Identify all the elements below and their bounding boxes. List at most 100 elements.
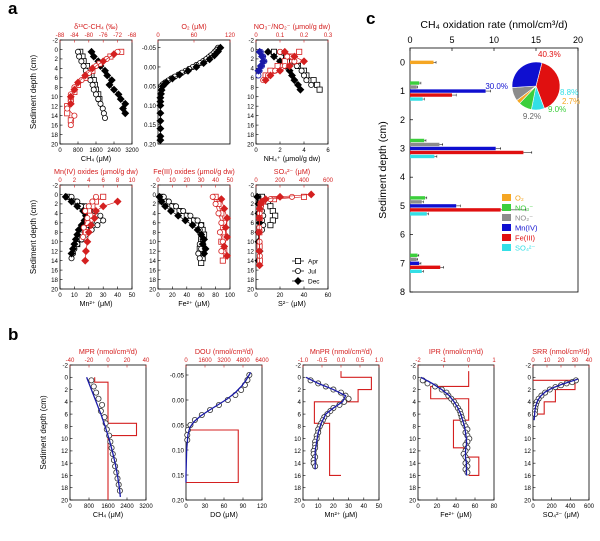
bar-series-3 [410, 89, 501, 265]
data-point [254, 66, 263, 75]
series-dec-black [264, 47, 305, 94]
top-tick-label: 30 [572, 358, 579, 364]
data-point [184, 66, 192, 75]
series-dec-blue [254, 47, 268, 75]
top-tick-label: 10 [129, 178, 136, 184]
top-tick-label: 0.0 [337, 358, 346, 364]
bar [410, 261, 420, 265]
legend-marker [294, 257, 301, 264]
y-tick-label: 16 [61, 473, 68, 480]
data-point [84, 215, 91, 222]
plot-frame [157, 39, 231, 145]
data-point [274, 63, 281, 70]
bottom-axis-title: Mn²⁺ (μM) [79, 299, 112, 308]
data-point [99, 57, 108, 66]
top-axis-title: MnPR (nmol/cm³/d) [310, 347, 372, 356]
y-tick-label: 16 [247, 267, 254, 274]
data-point [199, 59, 208, 68]
top-tick-label: 20 [558, 358, 565, 364]
bottom-tick-label: 80 [491, 504, 498, 510]
bar-series-1 [410, 81, 428, 257]
y-tick-label: -2 [52, 37, 58, 44]
bar [410, 142, 440, 147]
data-point [156, 109, 165, 118]
y-tick-label: 10 [409, 436, 416, 443]
data-point [255, 247, 264, 256]
plot-frame [185, 364, 263, 501]
top-tick-label: 400 [299, 178, 310, 184]
data-point [80, 224, 87, 231]
pie-label: 40.3% [538, 50, 561, 59]
legend-label: NO₃⁻ [515, 204, 533, 213]
model-curve [420, 376, 468, 476]
data-point [80, 63, 87, 70]
bottom-tick-label: 0 [254, 293, 258, 299]
data-point [298, 67, 305, 74]
legend-label-apr: Apr [308, 259, 319, 266]
top-tick-label: 20 [124, 358, 131, 364]
data-point [193, 225, 202, 234]
top-tick-label: 8 [116, 178, 120, 184]
data-point [307, 190, 316, 199]
data-point [300, 193, 307, 200]
series-dec-black [61, 192, 90, 258]
top-tick-label: 60 [191, 33, 198, 39]
pie-label: 2.7% [562, 97, 580, 106]
top-tick-label: 4800 [236, 358, 250, 364]
data-point [100, 217, 107, 224]
y-tick-label: 0 [400, 57, 405, 67]
top-tick-label: 4 [87, 178, 91, 184]
y-tick-label: 2 [251, 56, 255, 63]
bar [410, 196, 426, 200]
top-tick-label: 1600 [198, 358, 212, 364]
y-tick-label: 0 [251, 47, 255, 54]
data-point [71, 112, 78, 119]
data-point [197, 230, 206, 239]
bottom-tick-label: 3200 [139, 504, 153, 510]
y-tick-label: 8 [153, 230, 157, 237]
bottom-tick-label: 0 [531, 504, 535, 510]
y-tick-label: 2 [413, 387, 417, 394]
pie-slice [511, 61, 543, 88]
top-tick-label: -72 [113, 33, 122, 39]
y-tick-label: 16 [149, 267, 156, 274]
bottom-tick-label: 100 [225, 293, 236, 299]
measured-point [88, 377, 95, 384]
bar [410, 93, 452, 97]
rate-steps [430, 371, 480, 477]
bar [410, 81, 420, 85]
bar [410, 265, 441, 269]
bottom-tick-label: 90 [240, 504, 247, 510]
data-point [175, 70, 184, 79]
y-tick-label: 14 [149, 258, 156, 265]
y-tick-label: 10 [51, 94, 58, 101]
bottom-tick-label: 4 [302, 148, 306, 154]
y-tick-label: 7 [400, 258, 405, 268]
legend-label-dec: Dec [308, 279, 320, 286]
bottom-tick-label: 600 [584, 504, 595, 510]
data-point [74, 78, 82, 87]
y-tick-label: 20 [409, 497, 416, 504]
series-jul-red [80, 193, 100, 240]
series-dec-red [255, 190, 316, 270]
data-point [194, 217, 201, 224]
y-tick-label: 10 [247, 94, 254, 101]
bottom-axis-title: Mn²⁺ (μM) [324, 510, 357, 519]
y-tick-label: 18 [247, 132, 254, 139]
panel-label-a: a [8, 0, 18, 18]
data-point [223, 251, 232, 260]
data-point [223, 214, 232, 223]
legend-swatch [502, 194, 511, 201]
legend-swatch [502, 224, 511, 231]
top-tick-label: 40 [212, 178, 219, 184]
series-dec-red [261, 47, 308, 85]
y-tick-label: 6 [298, 411, 302, 418]
series-dec-red [217, 195, 232, 260]
y-tick-label: 12 [524, 448, 531, 455]
data-point [89, 198, 96, 205]
y-tick-label: 16 [51, 122, 58, 129]
y-tick-label: 6 [413, 411, 417, 418]
